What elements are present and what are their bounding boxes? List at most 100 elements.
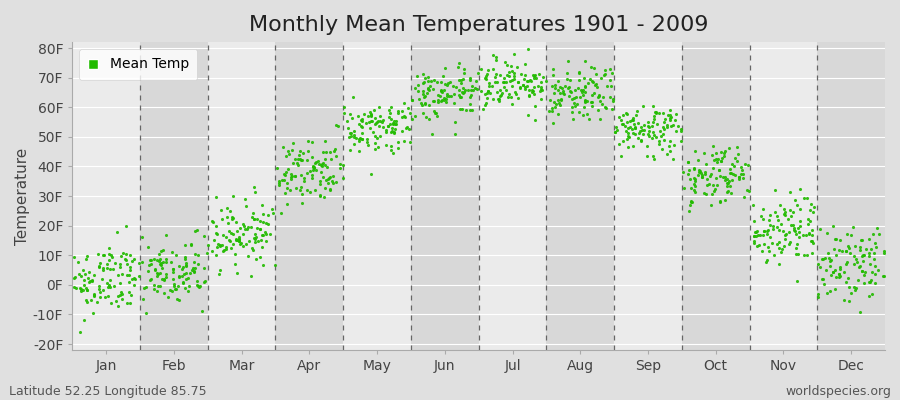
Point [781, 229, 796, 236]
Point [250, 216, 265, 222]
Point [399, 125, 413, 131]
Point [382, 114, 396, 120]
Point [427, 77, 441, 84]
Point [714, 158, 728, 164]
Point [68, 254, 82, 260]
Point [161, 294, 176, 300]
Point [76, 276, 91, 283]
Point [814, 276, 829, 282]
Point [285, 140, 300, 146]
Point [72, 271, 86, 277]
Point [712, 167, 726, 173]
Point [114, 296, 129, 302]
Point [697, 150, 711, 156]
Point [292, 152, 306, 158]
Point [667, 142, 681, 148]
Point [480, 71, 494, 77]
Point [253, 254, 267, 260]
Point [204, 218, 219, 224]
Point [652, 141, 666, 147]
Point [584, 99, 598, 105]
Point [294, 157, 309, 164]
Point [691, 168, 706, 175]
Point [871, 231, 886, 238]
Point [634, 138, 648, 144]
Point [214, 216, 229, 222]
Point [421, 74, 436, 80]
Point [646, 113, 661, 120]
Point [354, 117, 368, 124]
Point [336, 162, 350, 168]
Point [568, 103, 582, 109]
Point [337, 104, 351, 110]
Point [861, 250, 876, 256]
Point [176, 264, 190, 270]
Point [314, 168, 328, 175]
Point [806, 227, 820, 233]
Point [229, 236, 243, 242]
Point [372, 104, 386, 110]
Point [551, 110, 565, 117]
Point [168, 252, 183, 259]
Point [81, 275, 95, 281]
Point [120, 272, 134, 278]
Point [644, 123, 659, 130]
Point [746, 233, 760, 240]
Title: Monthly Mean Temperatures 1901 - 2009: Monthly Mean Temperatures 1901 - 2009 [249, 15, 708, 35]
Point [215, 232, 230, 238]
Point [783, 222, 797, 228]
Point [868, 243, 883, 250]
Point [560, 70, 574, 77]
Point [364, 117, 379, 124]
Point [783, 239, 797, 245]
Point [622, 134, 636, 141]
Point [657, 119, 671, 125]
Point [791, 225, 806, 231]
Point [176, 279, 191, 286]
Point [76, 286, 90, 293]
Point [232, 234, 247, 240]
Point [363, 125, 377, 131]
Point [688, 176, 702, 183]
Point [418, 100, 432, 106]
Point [688, 189, 702, 195]
Point [344, 130, 358, 136]
Point [514, 71, 528, 77]
Point [212, 270, 227, 277]
Point [122, 267, 137, 273]
Point [774, 249, 788, 255]
Point [284, 171, 299, 177]
Point [697, 190, 711, 196]
Point [532, 71, 546, 78]
Point [861, 279, 876, 285]
Point [421, 86, 436, 92]
Point [382, 107, 397, 114]
Point [144, 276, 158, 282]
Point [641, 119, 655, 125]
Point [293, 157, 308, 163]
Point [803, 206, 817, 213]
Point [647, 116, 662, 122]
Point [367, 140, 382, 146]
Point [702, 181, 716, 187]
Point [747, 229, 761, 235]
Point [832, 273, 847, 279]
Point [192, 284, 206, 290]
Point [826, 269, 841, 275]
Point [491, 96, 506, 103]
Text: Latitude 52.25 Longitude 85.75: Latitude 52.25 Longitude 85.75 [9, 385, 207, 398]
Point [345, 115, 359, 121]
Point [687, 187, 701, 194]
Point [207, 237, 221, 243]
Point [573, 94, 588, 100]
Point [587, 90, 601, 96]
Point [684, 198, 698, 205]
Point [236, 243, 250, 249]
Point [150, 256, 165, 263]
Point [577, 104, 591, 110]
Point [318, 138, 332, 144]
Point [554, 96, 568, 102]
Point [505, 68, 519, 74]
Point [276, 177, 291, 183]
Point [97, 294, 112, 300]
